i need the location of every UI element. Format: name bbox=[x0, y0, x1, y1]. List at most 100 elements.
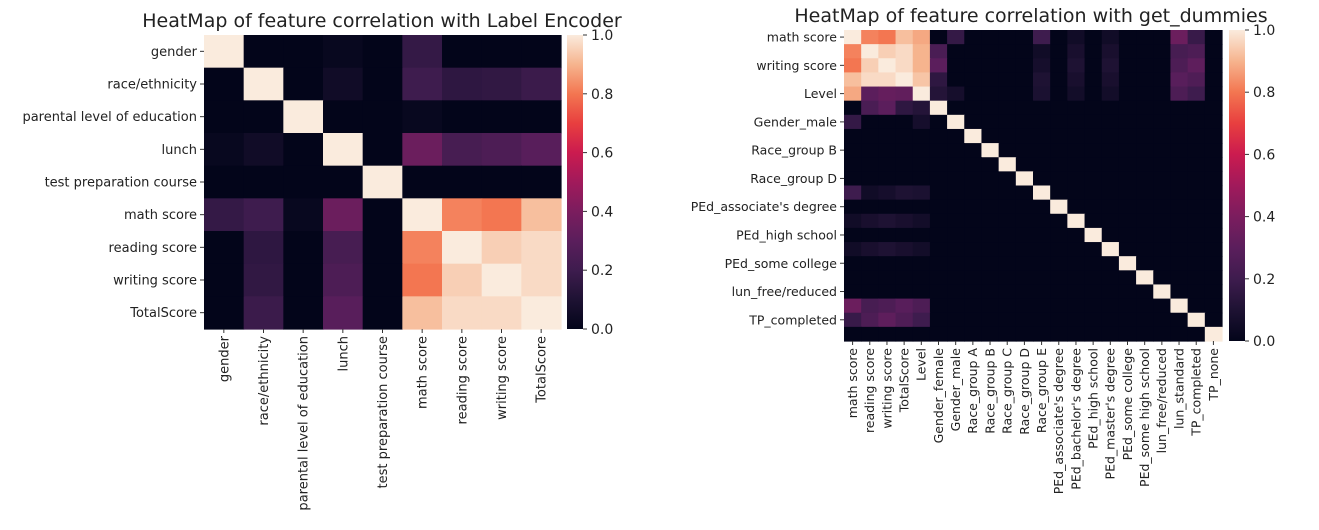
heatmap-cell bbox=[895, 199, 914, 215]
y-tick-label: PEd_high school bbox=[736, 227, 837, 242]
heatmap-cell bbox=[1136, 30, 1154, 45]
heatmap-cell bbox=[861, 143, 879, 158]
heatmap-cell bbox=[1033, 270, 1051, 286]
heatmap-cell bbox=[964, 157, 983, 172]
heatmap-cell bbox=[1033, 72, 1051, 88]
colorbar-tick-label: 0.8 bbox=[591, 87, 613, 103]
heatmap-cell bbox=[402, 165, 443, 199]
heatmap-cell bbox=[1187, 298, 1206, 314]
heatmap-cell bbox=[362, 198, 403, 232]
y-tick-label: Gender_male bbox=[754, 114, 838, 129]
x-tick-label: Level bbox=[914, 348, 929, 381]
heatmap-cell bbox=[1153, 100, 1172, 116]
heatmap-cell bbox=[521, 231, 562, 265]
heatmap-cell bbox=[929, 128, 948, 144]
heatmap-cell bbox=[442, 165, 483, 199]
y-tick-label: writing score bbox=[113, 274, 197, 289]
heatmap-cell bbox=[1067, 312, 1086, 328]
heatmap-cell bbox=[929, 199, 948, 215]
heatmap-cell bbox=[1067, 213, 1086, 229]
heatmap-cell bbox=[947, 100, 965, 116]
x-tick-label: Gender_male bbox=[948, 348, 963, 432]
heatmap-cell bbox=[1084, 312, 1103, 328]
heatmap-cell bbox=[1204, 30, 1223, 45]
heatmap-cell bbox=[1118, 143, 1137, 158]
heatmap-cell bbox=[481, 35, 522, 69]
heatmap-cell bbox=[442, 296, 483, 330]
heatmap-cell bbox=[998, 114, 1017, 130]
heatmap-cell bbox=[1033, 227, 1051, 243]
heatmap-cell bbox=[929, 270, 948, 286]
heatmap-cell bbox=[1101, 185, 1120, 201]
heatmap-cell bbox=[878, 270, 897, 286]
heatmap-cell bbox=[861, 326, 879, 342]
heatmap-cell bbox=[912, 44, 931, 59]
colorbar-gradient bbox=[1229, 30, 1245, 341]
heatmap-cell bbox=[521, 100, 562, 134]
colorbar-tick-label: 0.2 bbox=[1253, 272, 1275, 288]
heatmap-cell bbox=[981, 86, 1000, 102]
heatmap-cell bbox=[1136, 157, 1154, 172]
heatmap-cell bbox=[243, 165, 284, 199]
heatmap-cell bbox=[1204, 128, 1223, 144]
heatmap-cell bbox=[1084, 72, 1103, 88]
heatmap-cell bbox=[929, 298, 948, 314]
heatmap-cell bbox=[442, 198, 483, 232]
heatmap-cell bbox=[1015, 312, 1034, 328]
heatmap-cell bbox=[895, 213, 914, 229]
colorbar-tick-label: 0.4 bbox=[591, 204, 613, 220]
heatmap-cell bbox=[964, 114, 983, 130]
colorbar-tick-label: 0.2 bbox=[591, 263, 613, 279]
heatmap-cell bbox=[895, 58, 914, 74]
heatmap-cell bbox=[981, 100, 1000, 116]
x-tick-label: reading score bbox=[455, 336, 470, 424]
heatmap-cell bbox=[998, 256, 1017, 271]
heatmap-cell bbox=[1015, 227, 1034, 243]
heatmap-cell bbox=[521, 133, 562, 167]
heatmap-cell bbox=[481, 165, 522, 199]
heatmap-cell bbox=[1015, 213, 1034, 229]
heatmap-cell bbox=[964, 44, 983, 59]
colorbar-tick-label: 1.0 bbox=[591, 28, 613, 44]
heatmap-cell bbox=[1033, 256, 1051, 271]
heatmap-cell bbox=[998, 100, 1017, 116]
heatmap-cell bbox=[929, 185, 948, 201]
heatmap-cell bbox=[1170, 44, 1189, 59]
colorbar-gradient bbox=[567, 35, 583, 329]
heatmap-cell bbox=[1015, 256, 1034, 271]
heatmap-cell bbox=[878, 213, 897, 229]
heatmap-cell bbox=[1187, 114, 1206, 130]
x-tick-label: TP_none bbox=[1206, 348, 1221, 402]
heatmap-cell bbox=[1101, 30, 1120, 45]
heatmap-cell bbox=[1067, 326, 1086, 342]
heatmap-cell bbox=[1015, 72, 1034, 88]
heatmap-cell bbox=[895, 270, 914, 286]
heatmap-cell bbox=[362, 133, 403, 167]
x-tick-label: lun_free/reduced bbox=[1154, 348, 1169, 453]
heatmap-cell bbox=[981, 72, 1000, 88]
heatmap-cell bbox=[1101, 114, 1120, 130]
y-tick-label: Race_group D bbox=[750, 171, 837, 186]
heatmap-cell bbox=[204, 263, 245, 297]
heatmap-cell bbox=[981, 143, 1000, 158]
heatmap-cell bbox=[1187, 157, 1206, 172]
heatmap-cell bbox=[1050, 256, 1068, 271]
y-tick-label: gender bbox=[151, 45, 198, 60]
heatmap-cell bbox=[243, 198, 284, 232]
heatmap-cell bbox=[204, 231, 245, 265]
heatmap-cell bbox=[998, 30, 1017, 45]
heatmap-cell bbox=[283, 165, 324, 199]
heatmap-cell bbox=[1067, 86, 1086, 102]
heatmap-cell bbox=[998, 128, 1017, 144]
heatmap-cell bbox=[1118, 298, 1137, 314]
heatmap-cell bbox=[981, 171, 1000, 187]
heatmap-cell bbox=[1136, 72, 1154, 88]
heatmap-cell bbox=[323, 100, 364, 134]
heatmap-cell bbox=[895, 128, 914, 144]
heatmap-cell bbox=[1187, 100, 1206, 116]
heatmap-cell bbox=[1170, 171, 1189, 187]
heatmap-cell bbox=[1050, 270, 1068, 286]
heatmap-cell bbox=[243, 100, 284, 134]
heatmap-cell bbox=[878, 256, 897, 271]
heatmap-cell bbox=[323, 296, 364, 330]
